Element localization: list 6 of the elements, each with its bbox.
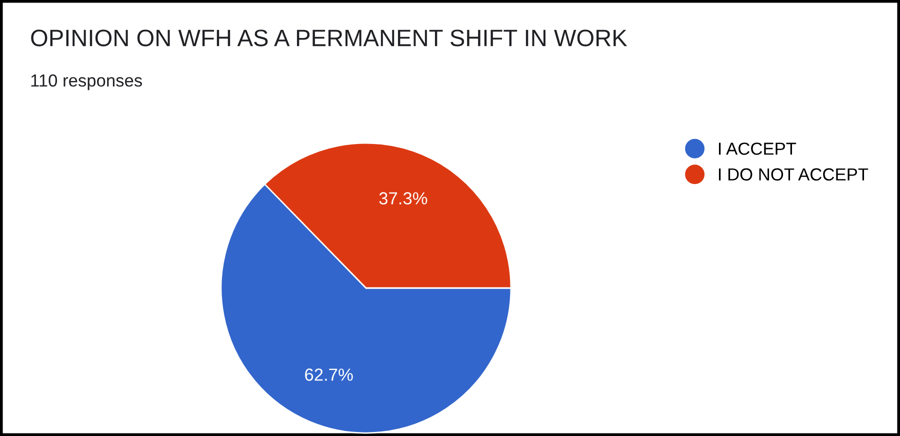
chart-title: OPINION ON WFH AS A PERMANENT SHIFT IN WORK	[31, 30, 628, 46]
legend-label: I ACCEPT	[718, 142, 796, 155]
data-label: 62.7%	[305, 368, 353, 381]
data-label: 37.3%	[379, 192, 428, 204]
chart-subtitle: 110 responses	[31, 74, 142, 90]
legend-label: I DO NOT ACCEPT	[718, 168, 868, 181]
